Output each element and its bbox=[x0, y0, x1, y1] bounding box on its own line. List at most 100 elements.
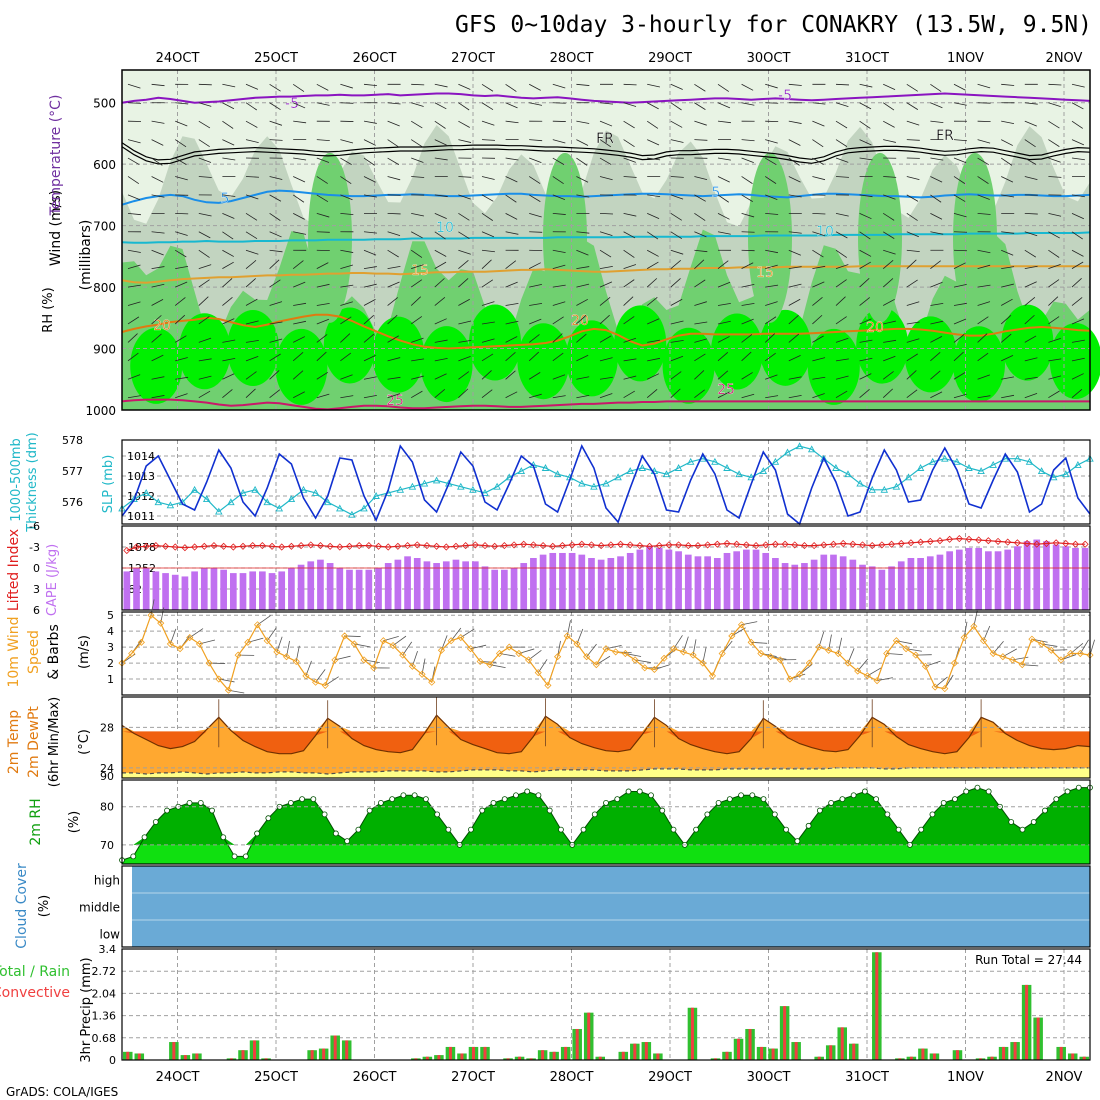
upper-wind-barb bbox=[387, 176, 401, 181]
upper-wind-barb bbox=[812, 120, 825, 127]
rh2m-marker bbox=[186, 800, 193, 806]
upper-wind-barb bbox=[835, 279, 847, 288]
lifted-index-marker bbox=[239, 542, 247, 550]
upper-wind-barb bbox=[717, 83, 730, 92]
thickness-marker bbox=[953, 457, 961, 465]
upper-wind-barb bbox=[930, 302, 944, 306]
cloud-level-label: low bbox=[100, 928, 121, 942]
upper-wind-barb bbox=[670, 339, 684, 343]
upper-wind-barb bbox=[222, 231, 234, 240]
rh-plume bbox=[953, 152, 997, 323]
cape-bar bbox=[404, 556, 411, 610]
rh-axis-label: RH (%) bbox=[41, 287, 56, 332]
lifted-index-marker bbox=[829, 540, 838, 548]
upper-wind-barb bbox=[363, 83, 377, 87]
rh2m-marker bbox=[400, 792, 407, 799]
upper-wind-barb bbox=[363, 266, 377, 270]
upper-wind-barb bbox=[127, 395, 141, 399]
thickness-tick-label: 577 bbox=[62, 465, 83, 478]
contour-label: -5 bbox=[778, 88, 792, 104]
upper-wind-barb bbox=[623, 249, 635, 258]
upper-wind-barb bbox=[387, 314, 398, 325]
rh-bright-pocket bbox=[469, 304, 521, 381]
thickness-marker bbox=[578, 479, 586, 487]
lifted-index-marker bbox=[684, 542, 692, 550]
upper-wind-barb bbox=[930, 391, 943, 399]
upper-wind-barb bbox=[812, 335, 824, 343]
static-layer: 24OCT 24OCT 25OCT 25OCT 26OCT 26OCT 27OCT 27OCT… bbox=[0, 51, 1100, 1085]
upper-wind-barb bbox=[245, 176, 260, 178]
lifted-index-marker bbox=[704, 541, 712, 549]
rh2m-marker bbox=[940, 800, 947, 806]
rh2m-marker bbox=[1075, 784, 1082, 791]
upper-wind-barb bbox=[599, 357, 613, 362]
panel-frame bbox=[121, 439, 1091, 525]
wind-speed-marker bbox=[466, 645, 475, 653]
precip-convective-bar bbox=[932, 1053, 936, 1060]
rh2m-marker bbox=[287, 800, 294, 806]
upper-wind-barb bbox=[788, 83, 802, 86]
upper-wind-barb bbox=[788, 176, 801, 183]
thickness-marker bbox=[493, 482, 501, 490]
cape-bar bbox=[1043, 541, 1050, 610]
upper-wind-barb bbox=[269, 176, 283, 180]
upper-wind-barb bbox=[1024, 212, 1038, 215]
thickness-marker bbox=[517, 467, 526, 475]
thickness-marker bbox=[1037, 467, 1046, 475]
upper-wind-barb bbox=[883, 83, 896, 90]
upper-wind-barb bbox=[269, 231, 282, 238]
upper-wind-barb bbox=[764, 352, 776, 362]
upper-wind-barb bbox=[930, 120, 944, 124]
lifted-index-marker bbox=[713, 540, 721, 548]
upper-wind-barb bbox=[835, 120, 848, 129]
upper-wind-barb bbox=[977, 301, 991, 306]
upper-wind-barb bbox=[930, 320, 944, 325]
wind-speed-marker bbox=[408, 662, 416, 670]
wind-speed-marker bbox=[989, 649, 997, 658]
upper-wind-barb bbox=[859, 339, 873, 343]
wind-speed-marker bbox=[950, 659, 959, 667]
upper-wind-barb bbox=[387, 120, 400, 127]
upper-wind-barb bbox=[387, 393, 401, 399]
rh2m-marker bbox=[828, 800, 835, 806]
panel-frame bbox=[121, 779, 1091, 865]
upper-wind-barb bbox=[434, 102, 447, 110]
rh2m-marker bbox=[704, 811, 711, 818]
lifted-index-line bbox=[126, 537, 1086, 552]
precip-convective-bar bbox=[783, 1006, 787, 1060]
upper-wind-barb bbox=[953, 212, 967, 218]
thickness-marker bbox=[989, 460, 997, 468]
upper-wind-barb bbox=[269, 213, 281, 221]
wind-axis-label: Wind (m/s) bbox=[48, 190, 64, 266]
precip-tick-label: 0.68 bbox=[92, 1032, 117, 1045]
upper-wind-barb bbox=[292, 260, 304, 269]
upper-wind-barb bbox=[599, 281, 613, 288]
cape-bar bbox=[384, 563, 392, 610]
wind10-axis-label-a: 10m Wind bbox=[6, 616, 22, 687]
upper-wind-barb bbox=[481, 83, 494, 92]
upper-wind-barb bbox=[316, 176, 328, 184]
upper-wind-barb bbox=[977, 264, 991, 270]
cape-bar bbox=[210, 568, 218, 610]
upper-wind-barb bbox=[1024, 357, 1038, 362]
lifted-index-marker bbox=[491, 542, 499, 550]
precip-convective-bar bbox=[875, 952, 879, 1060]
wind-speed-marker bbox=[205, 659, 213, 667]
lifted-index-marker bbox=[742, 541, 750, 549]
wind-speed-marker bbox=[883, 649, 891, 658]
cape-bar bbox=[1072, 547, 1079, 610]
precip-convective-bar bbox=[345, 1040, 349, 1060]
thickness-marker bbox=[916, 464, 925, 471]
cape-bar bbox=[229, 573, 237, 610]
rh2m-marker bbox=[535, 792, 542, 799]
upper-wind-barb bbox=[694, 249, 708, 253]
temperature-contour bbox=[121, 313, 1091, 350]
upper-wind-barb bbox=[930, 281, 943, 288]
cape-bar bbox=[307, 561, 315, 610]
upper-wind-barb bbox=[953, 139, 967, 142]
upper-wind-barb bbox=[953, 334, 965, 343]
lifted-index-marker bbox=[694, 542, 702, 550]
upper-wind-barb bbox=[175, 266, 189, 270]
upper-wind-barb bbox=[387, 265, 401, 270]
upper-wind-barb bbox=[812, 231, 825, 237]
